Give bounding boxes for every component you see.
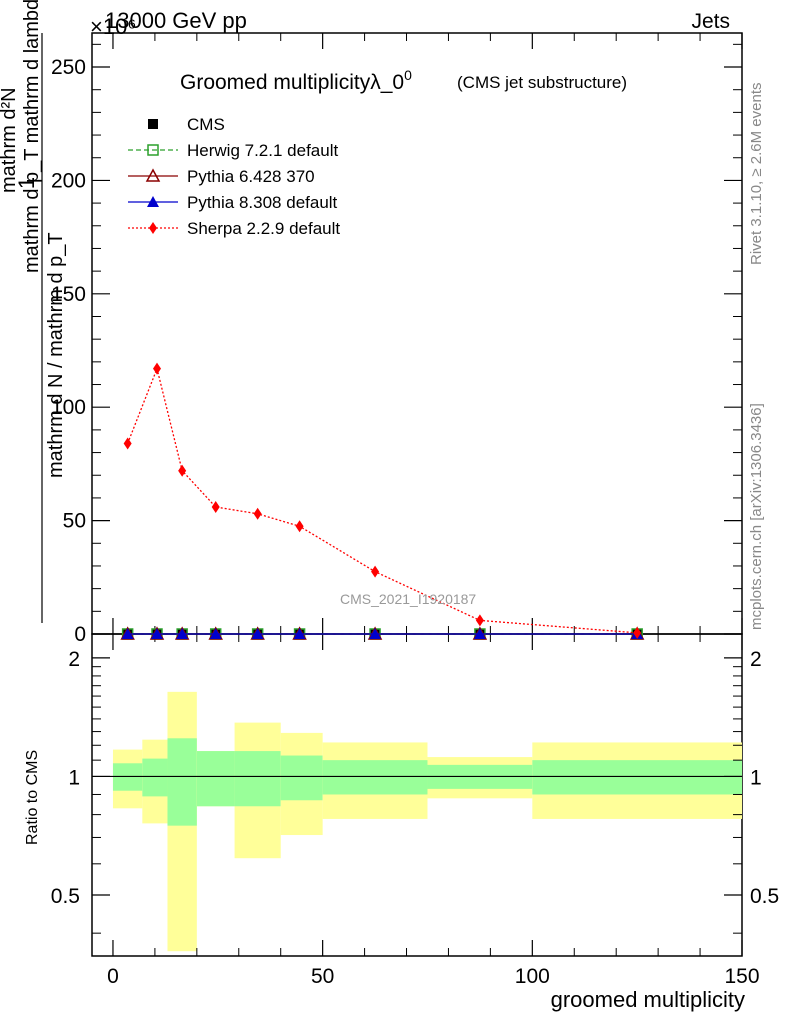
chart-title-sup: 0 [404,67,412,83]
ratio-y-tick-label: 1 [68,766,80,789]
legend-marker [148,119,158,129]
mcplots-label: mcplots.cern.ch [arXiv:1306.3436] [748,403,765,630]
data-point [178,464,187,477]
legend-marker [147,196,159,207]
ratio-y-label: Ratio to CMS [24,750,41,845]
legend-marker [149,222,157,234]
data-point [251,628,264,639]
x-tick-label: 100 [515,965,550,988]
legend-label: Herwig 7.2.1 default [187,141,338,160]
data-point [209,628,222,639]
rivet-label: Rivet 3.1.10, ≥ 2.6M events [748,83,765,266]
y-tick-label: 150 [51,283,86,306]
ratio-inner-band [280,755,323,801]
legend-marker [145,168,161,182]
ratio-inner-band [322,760,428,795]
series-3 [121,628,644,639]
y-tick-label: 200 [51,169,86,192]
data-point [371,565,380,578]
legend-label: Pythia 6.428 370 [187,167,315,186]
data-point [153,362,161,375]
ratio-ticks: 0.5 0.5 1 1 2 2 0 50 100 150 [51,634,779,988]
series-layer [120,362,645,640]
ylabel-front: 1 [14,177,39,189]
main-y-ticks: 0 50 100 150 200 250 [51,33,743,646]
ratio-y-tick-label-right: 0.5 [750,885,779,908]
ylabel-den: mathrm d p_T mathrm d lambda [21,0,43,273]
data-point [253,507,262,520]
y-tick-label: 100 [51,396,86,419]
x-axis-label: groomed multiplicity [551,987,745,1012]
ratio-inner-band [196,751,235,807]
ratio-y-tick-label: 2 [68,648,80,671]
ylabel-front-den: mathrm d N / mathrm d p_T [45,232,67,478]
ratio-inner-band [532,760,742,795]
header-energy: 13000 GeV pp [105,8,247,33]
data-point [176,628,189,639]
data-point [369,628,382,639]
legend-label: Sherpa 2.2.9 default [187,219,340,238]
x-tick-label: 150 [724,965,759,988]
main-y-label: 1 mathrm d N / mathrm d p_T mathrm d²N m… [0,0,67,623]
data-point [121,628,134,639]
ylabel-num: mathrm d²N [0,87,20,193]
ratio-bands [92,691,742,952]
header-jets: Jets [691,10,730,33]
ratio-inner-band [234,751,281,807]
ratio-inner-band [167,738,197,826]
watermark: CMS_2021_I1920187 [340,591,476,607]
data-point [295,520,304,533]
chart-title: Groomed multiplicityλ_00 [180,67,412,94]
chart-subtitle: (CMS jet substructure) [457,73,627,92]
data-point [211,500,220,513]
legend: CMS Herwig 7.2.1 default Pythia 6.428 370 P… [128,115,340,238]
legend-label: CMS [187,115,225,134]
data-point [293,628,306,639]
data-point [151,628,163,639]
data-point [633,626,642,639]
data-point [473,628,486,639]
x-tick-label: 0 [107,965,119,988]
ratio-y-tick-label: 0.5 [51,885,80,908]
legend-marker [147,144,159,156]
ratio-inner-band [142,758,168,797]
legend-label: Pythia 8.308 default [187,193,338,212]
y-tick-label: 0 [74,623,86,646]
y-tick-label: 250 [51,56,86,79]
ratio-y-tick-label-right: 1 [750,766,762,789]
ratio-y-tick-label-right: 2 [750,648,762,671]
x-tick-label: 50 [311,965,334,988]
series-4 [123,362,642,639]
y-tick-label: 50 [63,510,86,533]
data-point [475,614,484,627]
data-point [123,437,132,450]
